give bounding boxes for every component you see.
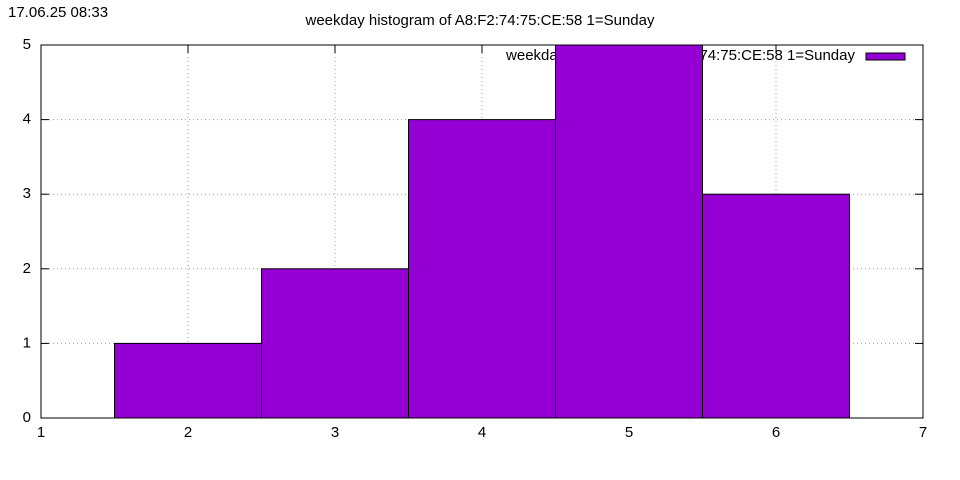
x-tick-label: 7 xyxy=(919,424,927,441)
y-tick-label: 5 xyxy=(23,36,31,53)
y-tick-label: 4 xyxy=(23,111,31,128)
x-tick-label: 5 xyxy=(625,424,633,441)
y-tick-label: 1 xyxy=(23,334,31,351)
timestamp: 17.06.25 08:33 xyxy=(8,4,108,21)
bar xyxy=(114,342,262,419)
legend-swatch xyxy=(865,52,906,61)
bar xyxy=(261,268,409,419)
y-tick-label: 0 xyxy=(23,409,31,426)
bar xyxy=(555,44,703,419)
x-tick-label: 1 xyxy=(37,424,45,441)
x-tick-label: 3 xyxy=(331,424,339,441)
x-tick-label: 2 xyxy=(184,424,192,441)
chart-title: weekday histogram of A8:F2:74:75:CE:58 1… xyxy=(305,12,655,29)
x-tick-label: 6 xyxy=(772,424,780,441)
y-tick-label: 3 xyxy=(23,185,31,202)
x-tick-label: 4 xyxy=(478,424,486,441)
y-tick-label: 2 xyxy=(23,260,31,277)
bar xyxy=(408,119,556,419)
bar xyxy=(702,193,850,419)
plot-border xyxy=(40,44,924,419)
